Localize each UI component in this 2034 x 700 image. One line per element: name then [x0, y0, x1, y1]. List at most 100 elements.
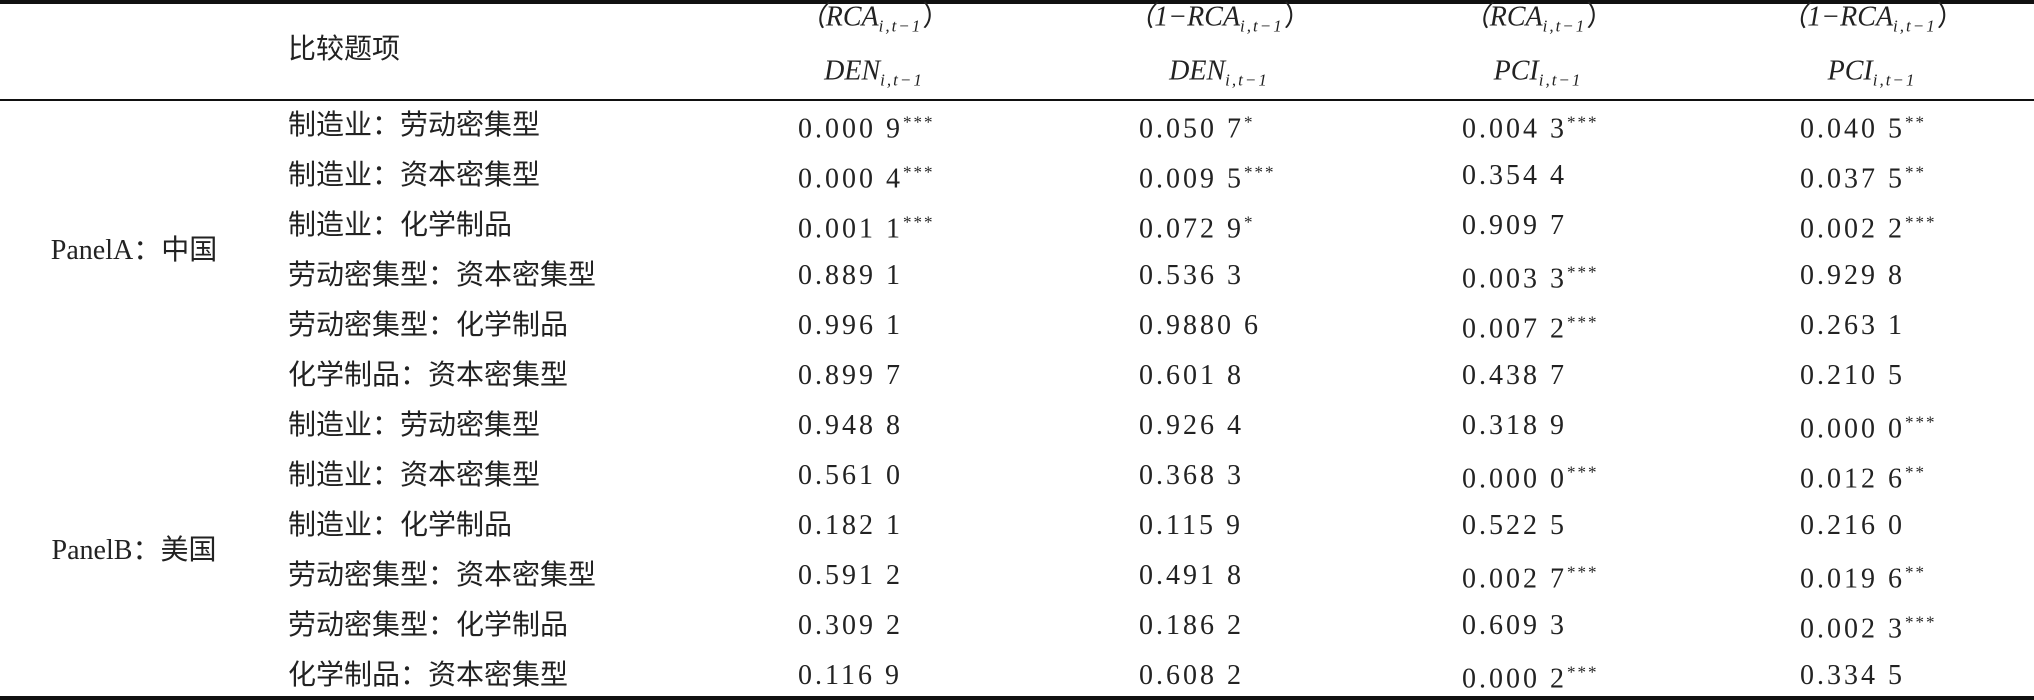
significance-stars: *** — [1567, 662, 1599, 682]
significance-stars: ** — [1905, 112, 1926, 132]
header-close: ） — [1283, 1, 1312, 33]
header-var: DEN — [1169, 55, 1226, 87]
cell: 0.948 8 — [798, 409, 903, 443]
cell-value: 0.004 3 — [1462, 113, 1567, 145]
row-item: 劳动密集型：化学制品 — [288, 610, 569, 641]
cell: 0.608 2 — [1139, 659, 1244, 693]
cell: 0.601 8 — [1139, 359, 1244, 393]
cell: 0.000 0*** — [1800, 406, 1937, 447]
cell: 0.002 2*** — [1800, 206, 1937, 247]
cell-value: 0.000 4 — [798, 163, 903, 195]
cell-value: 0.007 2 — [1462, 313, 1567, 345]
significance-stars: *** — [1905, 412, 1937, 432]
significance-stars: *** — [903, 162, 935, 182]
cell-value: 0.899 7 — [798, 360, 903, 391]
header-sub: i,t−1 — [880, 70, 924, 90]
header-item: 比较题项 — [288, 34, 401, 65]
cell: 0.318 9 — [1462, 409, 1567, 443]
cell: 0.019 6** — [1800, 556, 1926, 597]
row-item: 制造业：资本密集型 — [288, 160, 541, 191]
header-sub: i,t−1 — [1542, 16, 1587, 36]
significance-stars: ** — [1905, 162, 1926, 182]
cell-value: 0.591 2 — [798, 560, 903, 591]
header-close: ） — [922, 1, 951, 33]
significance-stars: ** — [1905, 562, 1926, 582]
header-rule — [0, 99, 2034, 101]
cell: 0.002 3*** — [1800, 606, 1937, 647]
cell: 0.037 5** — [1800, 156, 1926, 197]
cell: 0.115 9 — [1139, 509, 1243, 543]
header-sub: i,t−1 — [1538, 70, 1583, 90]
header-var: （RCA — [1461, 1, 1543, 33]
cell-value: 0.926 4 — [1139, 410, 1244, 441]
cell-value: 0.050 7 — [1139, 113, 1244, 145]
cell: 0.929 8 — [1800, 259, 1905, 293]
row-item: 制造业：化学制品 — [288, 510, 513, 541]
row-item: 制造业：化学制品 — [288, 210, 513, 241]
header-bottom: DENi,t−1 — [824, 55, 924, 98]
header-top: （RCAi,t−1） — [1462, 1, 1615, 44]
row-item: 劳动密集型：化学制品 — [288, 310, 569, 341]
cell: 0.000 0*** — [1462, 456, 1599, 497]
significance-stars: *** — [903, 212, 935, 232]
cell: 0.354 4 — [1462, 159, 1567, 193]
cell: 0.536 3 — [1139, 259, 1244, 293]
cell: 0.040 5** — [1800, 106, 1926, 147]
significance-stars: ** — [1905, 462, 1926, 482]
header-top: （RCAi,t−1） — [798, 1, 951, 44]
significance-stars: *** — [1567, 262, 1599, 282]
cell-value: 0.037 5 — [1800, 163, 1905, 195]
header-var: PCI — [1493, 55, 1539, 87]
header-bottom: PCIi,t−1 — [1828, 55, 1917, 98]
significance-stars: * — [1244, 112, 1255, 132]
cell: 0.909 7 — [1462, 209, 1567, 243]
cell: 0.996 1 — [798, 309, 903, 343]
row-item: 化学制品：资本密集型 — [288, 360, 569, 391]
cell: 0.182 1 — [798, 509, 903, 543]
cell-value: 0.186 2 — [1139, 610, 1244, 641]
cell: 0.609 3 — [1462, 609, 1567, 643]
row-item: 制造业：劳动密集型 — [288, 110, 541, 141]
cell-value: 0.929 8 — [1800, 260, 1905, 291]
cell: 0.216 0 — [1800, 509, 1905, 543]
cell: 0.899 7 — [798, 359, 903, 393]
cell-value: 0.000 2 — [1462, 663, 1567, 695]
header-var: （1−RCA — [1779, 1, 1894, 33]
header-sub: i,t−1 — [1893, 16, 1937, 36]
significance-stars: *** — [1567, 112, 1599, 132]
cell: 0.000 2*** — [1462, 656, 1599, 697]
header-bottom: PCIi,t−1 — [1494, 55, 1583, 98]
cell-value: 0.210 5 — [1800, 360, 1905, 391]
cell: 0.007 2*** — [1462, 306, 1599, 347]
cell: 0.926 4 — [1139, 409, 1244, 443]
row-item: 制造业：劳动密集型 — [288, 410, 541, 441]
header-close: ） — [1586, 1, 1615, 33]
cell-value: 0.002 2 — [1800, 213, 1905, 245]
cell-value: 0.012 6 — [1800, 463, 1905, 495]
header-var: （RCA — [797, 1, 879, 33]
cell: 0.002 7*** — [1462, 556, 1599, 597]
cell-value: 0.334 5 — [1800, 660, 1905, 691]
cell-value: 0.115 9 — [1139, 510, 1243, 541]
significance-stars: *** — [1567, 312, 1599, 332]
cell-value: 0.909 7 — [1462, 210, 1567, 241]
cell-value: 0.354 4 — [1462, 160, 1567, 191]
cell-value: 0.601 8 — [1139, 360, 1244, 391]
header-var: DEN — [824, 55, 881, 87]
cell-value: 0.608 2 — [1139, 660, 1244, 691]
cell-value: 0.263 1 — [1800, 310, 1905, 341]
bottom-rule — [0, 696, 2034, 700]
cell-value: 0.318 9 — [1462, 410, 1567, 441]
header-sub: i,t−1 — [1240, 16, 1284, 36]
cell: 0.050 7* — [1139, 106, 1255, 147]
cell: 0.263 1 — [1800, 309, 1905, 343]
significance-stars: *** — [1567, 562, 1599, 582]
cell: 0.591 2 — [798, 559, 903, 593]
cell: 0.368 3 — [1139, 459, 1244, 493]
row-item: 制造业：资本密集型 — [288, 460, 541, 491]
cell: 0.334 5 — [1800, 659, 1905, 693]
significance-stars: *** — [1567, 462, 1599, 482]
cell: 0.9880 6 — [1139, 309, 1261, 343]
cell-value: 0.072 9 — [1139, 213, 1244, 245]
cell: 0.012 6** — [1800, 456, 1926, 497]
